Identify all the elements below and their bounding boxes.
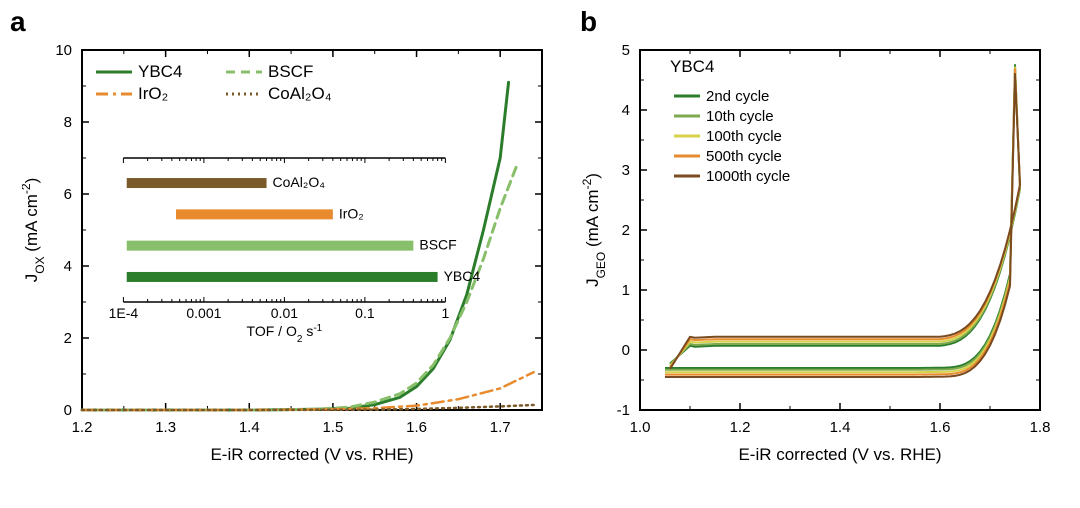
svg-text:1.7: 1.7 — [490, 419, 511, 436]
svg-text:0: 0 — [64, 402, 72, 419]
svg-text:10th cycle: 10th cycle — [706, 108, 774, 125]
svg-text:IrO₂: IrO₂ — [339, 205, 364, 221]
legend-b: 2nd cycle 10th cycle 100th cycle 500th cycl… — [674, 88, 790, 185]
svg-text:5: 5 — [622, 42, 630, 59]
svg-text:4: 4 — [622, 102, 630, 119]
svg-text:IrO₂: IrO₂ — [138, 84, 168, 103]
svg-text:YBC4: YBC4 — [138, 62, 182, 81]
svg-text:E-iR corrected (V vs. RHE): E-iR corrected (V vs. RHE) — [210, 445, 413, 464]
inset-chart: 1E-4 0.001 0.01 0.1 1 TOF / O2 s-1 YBC4 BSCF IrO… — [109, 158, 481, 345]
svg-text:YBC4: YBC4 — [444, 268, 481, 284]
svg-text:1.6: 1.6 — [930, 419, 951, 436]
svg-text:CoAl₂O₄: CoAl₂O₄ — [273, 174, 326, 190]
svg-text:CoAl₂O₄: CoAl₂O₄ — [268, 84, 332, 103]
svg-text:2: 2 — [622, 222, 630, 239]
series-IrO2 — [82, 372, 534, 410]
inset-bar-CoAl2O4 — [127, 178, 267, 188]
svg-text:-1: -1 — [617, 402, 630, 419]
legend-a: YBC4 BSCF IrO₂ CoAl₂O₄ — [96, 62, 332, 103]
svg-text:10: 10 — [55, 42, 72, 59]
svg-text:0: 0 — [622, 342, 630, 359]
svg-text:3: 3 — [622, 162, 630, 179]
svg-text:TOF / O2 s-1: TOF / O2 s-1 — [247, 323, 323, 345]
svg-text:BSCF: BSCF — [268, 62, 313, 81]
svg-text:8: 8 — [64, 114, 72, 131]
svg-text:2nd cycle: 2nd cycle — [706, 88, 769, 105]
svg-text:JGEO (mA cm-2): JGEO (mA cm-2) — [580, 173, 608, 287]
svg-text:1.4: 1.4 — [830, 419, 851, 436]
inset-bar-YBC4 — [127, 272, 438, 282]
svg-text:BSCF: BSCF — [419, 237, 456, 253]
chart-b: 1.0 1.2 1.4 1.6 1.8 -1 0 1 2 3 4 5 E-iR corrected (V… — [580, 30, 1060, 470]
svg-text:0.1: 0.1 — [355, 305, 375, 321]
svg-text:1.3: 1.3 — [155, 419, 176, 436]
svg-text:0.001: 0.001 — [186, 305, 221, 321]
chart-a: 1.2 1.3 1.4 1.5 1.6 1.7 0 2 4 6 8 10 E-iR corrected … — [22, 30, 562, 470]
svg-text:1.2: 1.2 — [730, 419, 751, 436]
figure-root: { "layout":{"width":1080,"height":508,"b… — [0, 0, 1080, 508]
svg-text:1.8: 1.8 — [1030, 419, 1051, 436]
svg-text:1.6: 1.6 — [406, 419, 427, 436]
series-BSCF — [82, 165, 517, 410]
svg-text:100th cycle: 100th cycle — [706, 128, 782, 145]
svg-text:6: 6 — [64, 186, 72, 203]
svg-text:4: 4 — [64, 258, 72, 275]
svg-text:1: 1 — [622, 282, 630, 299]
inset-bar-BSCF — [127, 241, 414, 251]
svg-text:1E-4: 1E-4 — [109, 305, 139, 321]
svg-text:JOX (mA cm-2): JOX (mA cm-2) — [22, 178, 47, 283]
svg-text:0.01: 0.01 — [271, 305, 298, 321]
svg-text:1.4: 1.4 — [239, 419, 260, 436]
svg-text:E-iR corrected (V vs. RHE): E-iR corrected (V vs. RHE) — [738, 445, 941, 464]
svg-text:1.0: 1.0 — [630, 419, 651, 436]
svg-text:1000th cycle: 1000th cycle — [706, 168, 790, 185]
svg-text:1.5: 1.5 — [322, 419, 343, 436]
svg-text:2: 2 — [64, 330, 72, 347]
svg-text:1: 1 — [442, 305, 450, 321]
inset-bar-IrO2 — [176, 209, 333, 219]
svg-text:500th cycle: 500th cycle — [706, 148, 782, 165]
svg-text:YBC4: YBC4 — [670, 57, 714, 76]
svg-text:1.2: 1.2 — [72, 419, 93, 436]
